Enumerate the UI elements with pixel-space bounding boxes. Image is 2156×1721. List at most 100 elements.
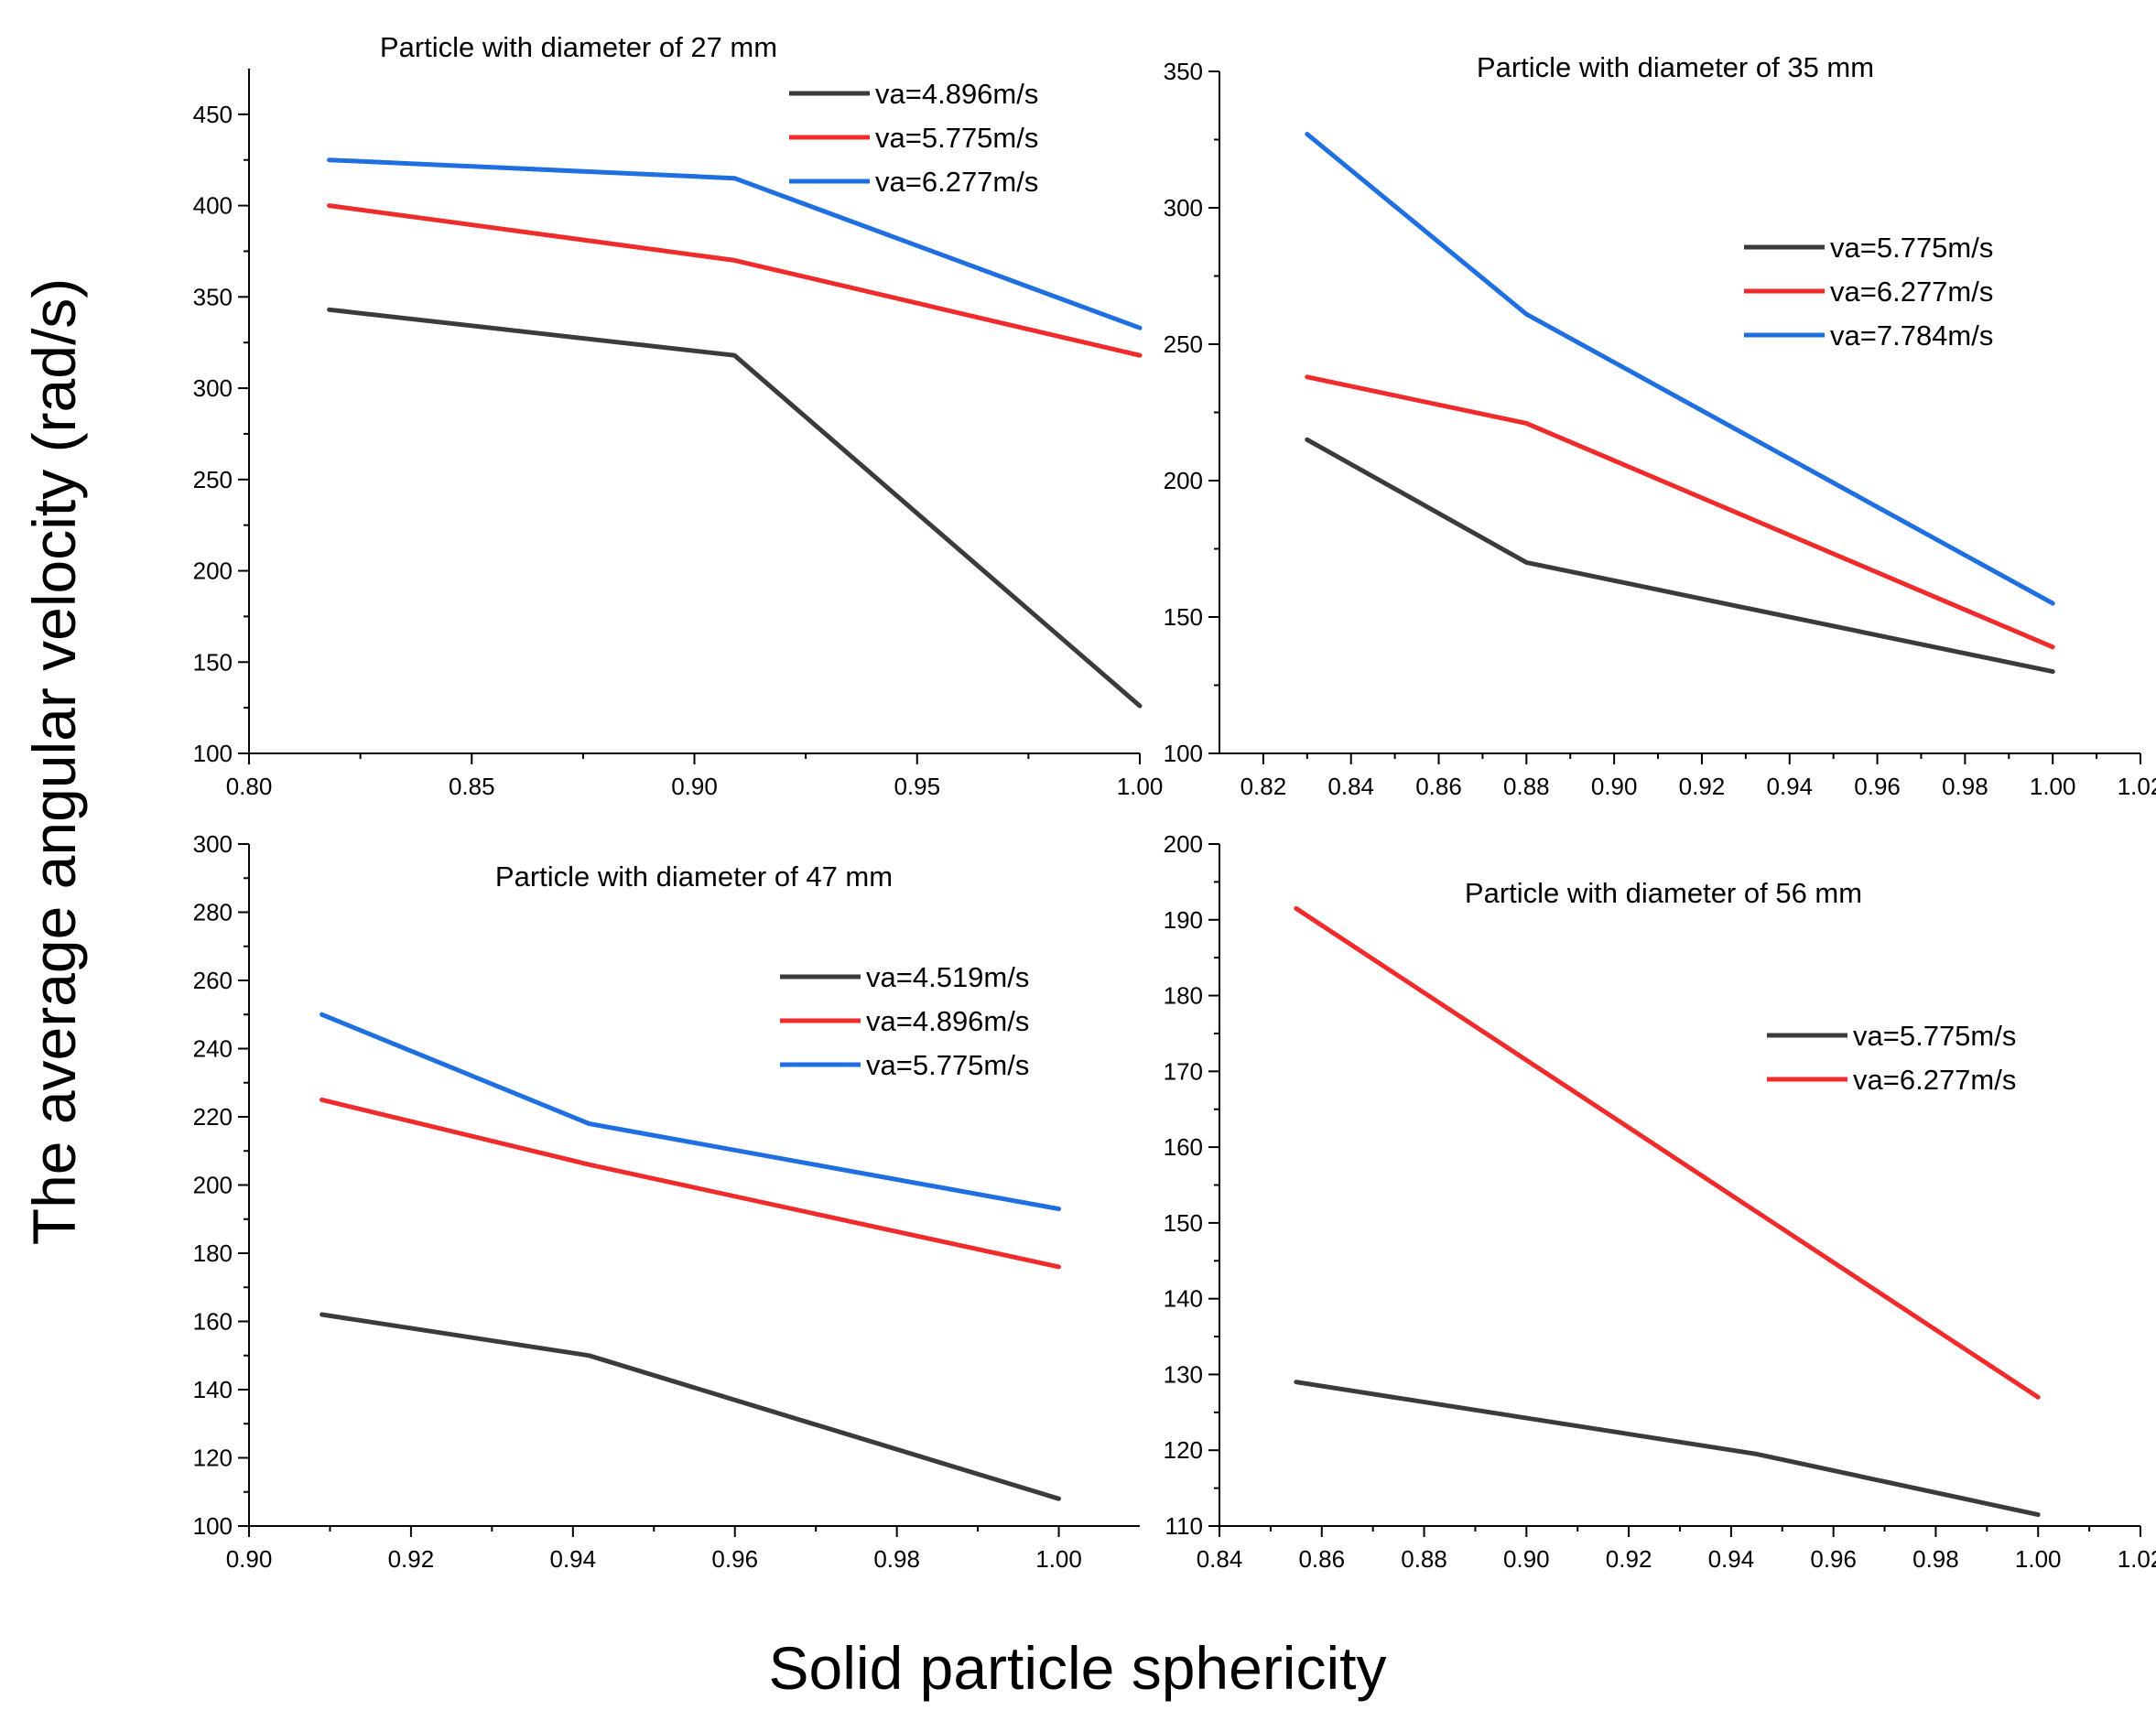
y-tick-label: 170 bbox=[1164, 1057, 1203, 1085]
chart-panel-1: 100 150 200 250 300 350 400 450 0.80 0.85 0.90 0.95… bbox=[193, 31, 1164, 800]
legend-label: va=4.896m/s bbox=[875, 78, 1038, 110]
x-tick-label: 0.90 bbox=[226, 1545, 273, 1573]
panel-title: Particle with diameter of 47 mm bbox=[495, 860, 893, 893]
x-tick-label: 0.85 bbox=[449, 773, 495, 800]
y-tick-label: 150 bbox=[193, 648, 233, 676]
x-tick-label: 0.92 bbox=[1606, 1545, 1652, 1573]
x-tick-label: 0.98 bbox=[873, 1545, 920, 1573]
legend-label: va=5.775m/s bbox=[875, 122, 1038, 154]
x-tick-label: 0.92 bbox=[388, 1545, 435, 1573]
x-tick-label: 0.80 bbox=[226, 773, 273, 800]
x-tick-label: 0.94 bbox=[550, 1545, 597, 1573]
x-tick-label: 0.92 bbox=[1679, 773, 1726, 800]
x-tick-label: 1.02 bbox=[2118, 1545, 2156, 1573]
legend-label: va=4.519m/s bbox=[866, 961, 1029, 993]
chart-panel-4: 110 120 130 140 150 160 170 180 190 200 0.84 0.86 0.… bbox=[1164, 830, 2156, 1573]
x-tick-label: 0.98 bbox=[1942, 773, 1988, 800]
y-tick-label: 240 bbox=[193, 1035, 233, 1063]
legend-label: va=4.896m/s bbox=[866, 1005, 1029, 1037]
x-tick-label: 0.94 bbox=[1766, 773, 1813, 800]
y-tick-label: 250 bbox=[1164, 330, 1203, 358]
x-tick-label: 0.88 bbox=[1401, 1545, 1447, 1573]
x-tick-label: 0.98 bbox=[1912, 1545, 1959, 1573]
x-tick-label: 0.84 bbox=[1327, 773, 1374, 800]
x-tick-label: 0.90 bbox=[671, 773, 718, 800]
y-tick-label: 190 bbox=[1164, 906, 1203, 934]
x-tick-label: 1.00 bbox=[2030, 773, 2076, 800]
y-tick-label: 160 bbox=[193, 1308, 233, 1336]
y-tick-label: 300 bbox=[1164, 194, 1203, 222]
y-tick-label: 200 bbox=[1164, 467, 1203, 494]
series-line-1 bbox=[1294, 1380, 2041, 1518]
chart-panels: 100 150 200 250 300 350 400 450 0.80 0.85 0.90 0.95… bbox=[193, 31, 2156, 1573]
y-tick-label: 280 bbox=[193, 899, 233, 926]
y-tick-label: 100 bbox=[193, 740, 233, 767]
series-line-2 bbox=[1305, 374, 2055, 650]
y-tick-label: 350 bbox=[193, 283, 233, 310]
chart-panel-3: 100 120 140 160 180 200 220 240 260 280 300 0.90 0.9… bbox=[193, 830, 1140, 1573]
legend-label: va=5.775m/s bbox=[1853, 1020, 2016, 1052]
x-tick-label: 1.00 bbox=[1035, 1545, 1082, 1573]
x-tick-label: 0.88 bbox=[1503, 773, 1550, 800]
x-tick-label: 0.90 bbox=[1591, 773, 1638, 800]
x-tick-label: 0.96 bbox=[711, 1545, 758, 1573]
series-line-3 bbox=[327, 157, 1143, 330]
y-tick-label: 120 bbox=[193, 1445, 233, 1472]
x-tick-label: 0.96 bbox=[1854, 773, 1901, 800]
legend-label: va=5.775m/s bbox=[1830, 232, 1993, 264]
y-tick-label: 150 bbox=[1164, 1209, 1203, 1237]
legend-label: va=6.277m/s bbox=[1830, 276, 1993, 308]
y-tick-label: 260 bbox=[193, 967, 233, 994]
x-tick-label: 0.86 bbox=[1298, 1545, 1345, 1573]
x-tick-label: 0.95 bbox=[894, 773, 940, 800]
x-tick-label: 0.94 bbox=[1708, 1545, 1755, 1573]
y-tick-label: 200 bbox=[1164, 830, 1203, 858]
y-tick-label: 130 bbox=[1164, 1360, 1203, 1388]
y-tick-label: 350 bbox=[1164, 58, 1203, 85]
series-line-2 bbox=[327, 203, 1143, 358]
y-tick-label: 140 bbox=[193, 1376, 233, 1403]
x-tick-label: 0.82 bbox=[1241, 773, 1287, 800]
series-line-1 bbox=[320, 1312, 1061, 1501]
legend-label: va=5.775m/s bbox=[866, 1049, 1029, 1081]
legend-label: va=6.277m/s bbox=[1853, 1064, 2016, 1096]
y-tick-label: 180 bbox=[193, 1239, 233, 1267]
x-tick-label: 0.90 bbox=[1503, 1545, 1550, 1573]
x-tick-label: 1.00 bbox=[1117, 773, 1164, 800]
y-tick-label: 120 bbox=[1164, 1436, 1203, 1464]
x-tick-label: 1.00 bbox=[2015, 1545, 2062, 1573]
series-line-2 bbox=[1294, 905, 2041, 1400]
y-tick-label: 220 bbox=[193, 1103, 233, 1131]
series-line-1 bbox=[327, 307, 1143, 709]
y-axis-title: The average angular velocity (rad/s) bbox=[20, 278, 88, 1246]
series-line-1 bbox=[1305, 437, 2055, 675]
series-line-3 bbox=[320, 1012, 1061, 1212]
y-tick-label: 150 bbox=[1164, 603, 1203, 631]
x-tick-label: 1.02 bbox=[2118, 773, 2156, 800]
y-tick-label: 160 bbox=[1164, 1133, 1203, 1161]
y-tick-label: 110 bbox=[1165, 1512, 1203, 1540]
panel-title: Particle with diameter of 27 mm bbox=[380, 31, 777, 63]
legend-label: va=6.277m/s bbox=[875, 166, 1038, 198]
legend-label: va=7.784m/s bbox=[1830, 319, 1993, 352]
x-tick-label: 0.96 bbox=[1810, 1545, 1857, 1573]
y-tick-label: 250 bbox=[193, 466, 233, 493]
y-tick-label: 300 bbox=[193, 830, 233, 858]
y-tick-label: 400 bbox=[193, 192, 233, 220]
x-tick-label: 0.84 bbox=[1197, 1545, 1243, 1573]
y-tick-label: 300 bbox=[193, 374, 233, 402]
panel-title: Particle with diameter of 56 mm bbox=[1465, 877, 1862, 909]
y-tick-label: 140 bbox=[1164, 1285, 1203, 1313]
series-line-3 bbox=[1305, 132, 2055, 606]
x-tick-label: 0.86 bbox=[1415, 773, 1462, 800]
y-tick-label: 180 bbox=[1164, 982, 1203, 1010]
series-line-2 bbox=[320, 1097, 1061, 1270]
y-tick-label: 100 bbox=[193, 1512, 233, 1540]
y-tick-label: 450 bbox=[193, 101, 233, 128]
y-tick-label: 100 bbox=[1164, 740, 1203, 767]
y-tick-label: 200 bbox=[193, 1172, 233, 1199]
x-axis-title: Solid particle sphericity bbox=[769, 1634, 1387, 1702]
y-tick-label: 200 bbox=[193, 557, 233, 585]
panel-title: Particle with diameter of 35 mm bbox=[1477, 51, 1874, 83]
